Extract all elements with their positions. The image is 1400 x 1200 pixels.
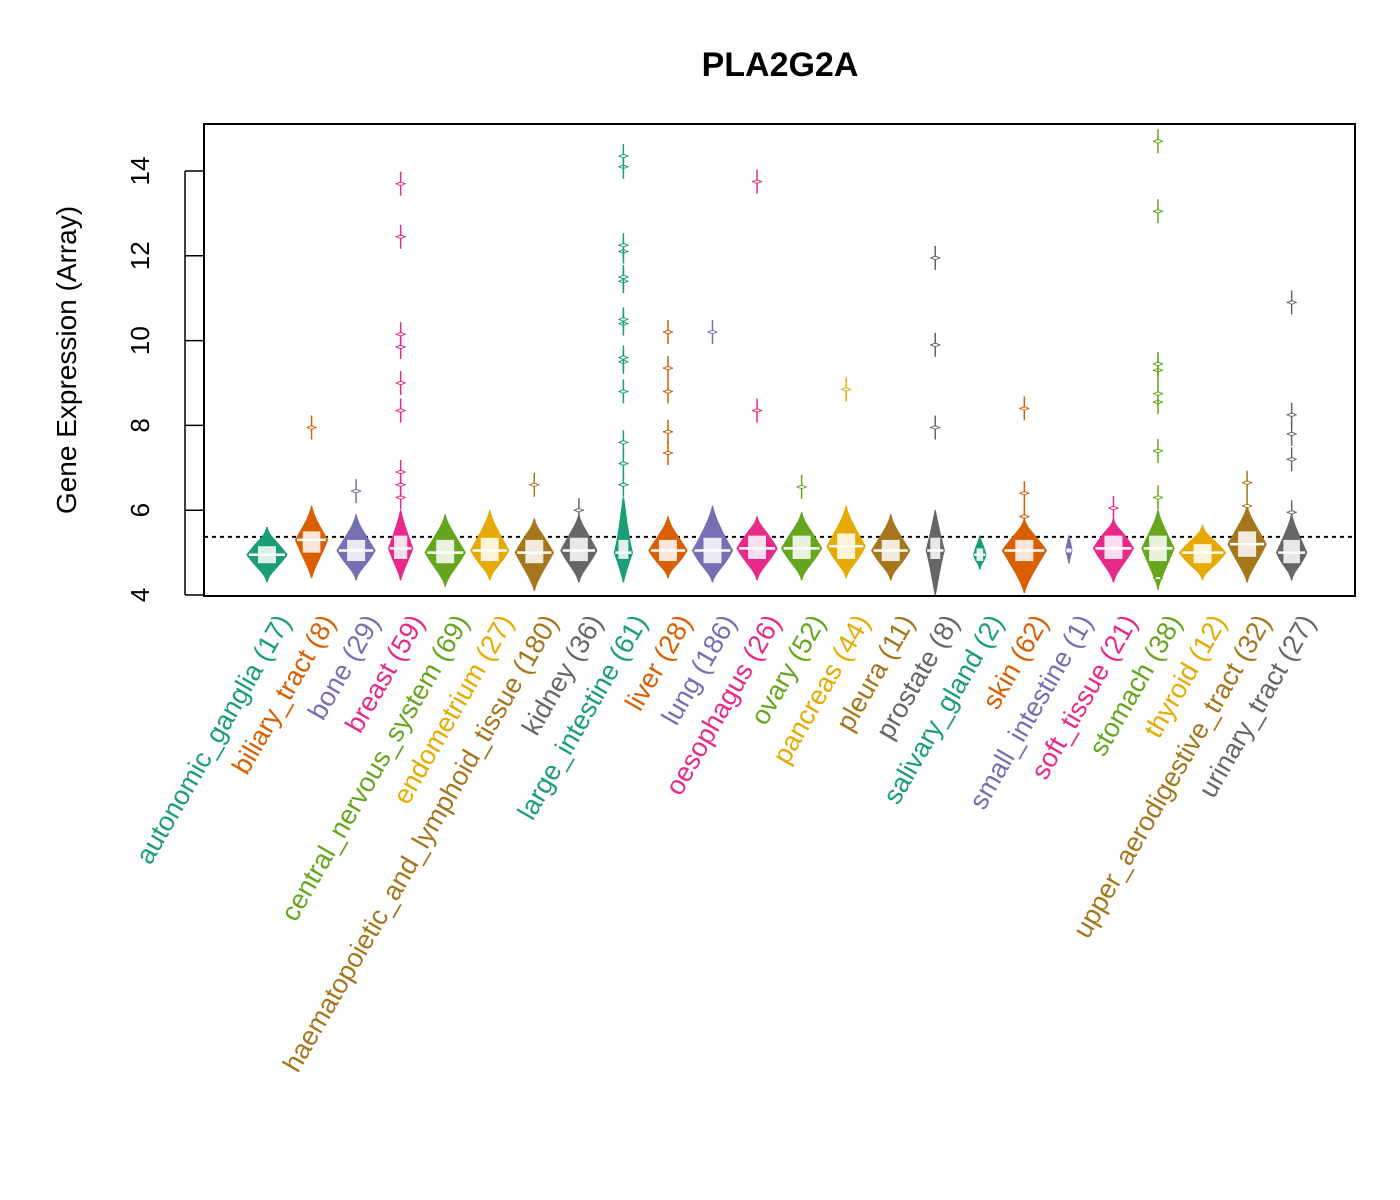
y-axis-label: Gene Expression (Array) bbox=[51, 206, 82, 514]
outlier-point bbox=[1243, 503, 1251, 508]
outlier-point bbox=[1154, 448, 1162, 453]
violins bbox=[246, 129, 1308, 596]
outlier-point bbox=[619, 461, 627, 466]
outlier-point bbox=[619, 275, 627, 279]
violin-breast bbox=[388, 171, 414, 581]
outlier-point bbox=[664, 330, 672, 335]
y-tick-label: 14 bbox=[125, 157, 155, 186]
outlier-point bbox=[1020, 514, 1028, 519]
outlier-point bbox=[1154, 495, 1162, 500]
outlier-point bbox=[308, 425, 316, 430]
violin-iqr-box bbox=[302, 531, 321, 553]
y-tick-label: 10 bbox=[125, 326, 155, 355]
violin-biliary-tract bbox=[294, 415, 329, 579]
violin-upper-aerodigestive-tract bbox=[1227, 470, 1267, 583]
violin-oesophagus bbox=[736, 169, 778, 581]
violin-pancreas bbox=[826, 377, 866, 579]
violin-small-intestine bbox=[1065, 535, 1073, 564]
violin-urinary-tract bbox=[1275, 290, 1308, 581]
y-tick-label: 12 bbox=[125, 241, 155, 270]
outlier-point bbox=[619, 243, 627, 248]
violin-autonomic-ganglia bbox=[246, 527, 288, 583]
chart-title: PLA2G2A bbox=[702, 46, 859, 84]
outlier-point bbox=[798, 484, 806, 489]
outlier-point bbox=[664, 366, 672, 371]
y-axis: 4 6 8 10 12 14 bbox=[125, 157, 204, 602]
violin-iqr-box bbox=[930, 537, 941, 559]
outlier-point bbox=[1020, 406, 1028, 411]
violin-iqr-box bbox=[618, 539, 629, 559]
outlier-point bbox=[619, 317, 627, 322]
violin-bone bbox=[336, 479, 376, 581]
outlier-point bbox=[931, 342, 939, 347]
outlier-point bbox=[664, 450, 672, 455]
outlier-point bbox=[1154, 209, 1162, 214]
outlier-point bbox=[619, 482, 627, 487]
outlier-point bbox=[1288, 431, 1296, 436]
outlier-point bbox=[1243, 480, 1251, 485]
outlier-point bbox=[842, 387, 850, 392]
violin-large-intestine bbox=[613, 144, 634, 583]
violin-soft-tissue bbox=[1092, 496, 1135, 583]
plot-frame bbox=[203, 123, 1356, 597]
outlier-point bbox=[1154, 361, 1162, 366]
outlier-point bbox=[619, 389, 627, 394]
outlier-point bbox=[1154, 576, 1162, 581]
outlier-point bbox=[619, 154, 627, 159]
outlier-point bbox=[709, 330, 716, 335]
outlier-point bbox=[619, 355, 627, 360]
outlier-point bbox=[1288, 412, 1296, 417]
outlier-point bbox=[1288, 510, 1296, 515]
y-tick-label: 6 bbox=[125, 503, 155, 517]
x-axis-labels: autonomic_ganglia (17)biliary_tract (8)b… bbox=[130, 610, 1322, 1077]
violin-stomach bbox=[1141, 129, 1175, 591]
violin-salivary-gland bbox=[973, 535, 987, 570]
outlier-point bbox=[664, 429, 672, 434]
y-tick-label: 4 bbox=[125, 588, 155, 602]
violin-thyroid bbox=[1178, 524, 1227, 581]
violin-central-nervous-system bbox=[424, 514, 466, 587]
violin-prostate bbox=[925, 245, 945, 596]
violin-ovary bbox=[780, 474, 823, 581]
violin-lung bbox=[691, 320, 734, 583]
outlier-point bbox=[1109, 506, 1117, 511]
outlier-point bbox=[1288, 300, 1296, 305]
outlier-point bbox=[1154, 391, 1162, 396]
outlier-point bbox=[397, 381, 405, 385]
outlier-point bbox=[1020, 491, 1028, 496]
outlier-point bbox=[619, 440, 627, 445]
outlier-point bbox=[931, 255, 939, 260]
outlier-point bbox=[664, 389, 672, 394]
outlier-point bbox=[1288, 457, 1296, 462]
outlier-point bbox=[1154, 139, 1162, 144]
outlier-point bbox=[352, 489, 360, 494]
outlier-point bbox=[397, 470, 405, 475]
outlier-point bbox=[753, 179, 761, 184]
violin-kidney bbox=[560, 498, 598, 583]
outlier-point bbox=[397, 181, 405, 186]
y-tick-label: 8 bbox=[125, 418, 155, 432]
outlier-point bbox=[931, 425, 939, 430]
outlier-point bbox=[397, 234, 405, 239]
violin-endometrium bbox=[470, 510, 510, 581]
violin-haematopoietic-and-lymphoid-tissue bbox=[514, 472, 554, 591]
outlier-point bbox=[753, 408, 761, 413]
violin-skin bbox=[1001, 396, 1048, 594]
violin-liver bbox=[648, 320, 688, 579]
outlier-point bbox=[575, 508, 583, 513]
outlier-point bbox=[530, 482, 538, 487]
outlier-point bbox=[397, 332, 405, 337]
violin-pleura bbox=[871, 514, 911, 581]
outlier-point bbox=[397, 408, 405, 413]
